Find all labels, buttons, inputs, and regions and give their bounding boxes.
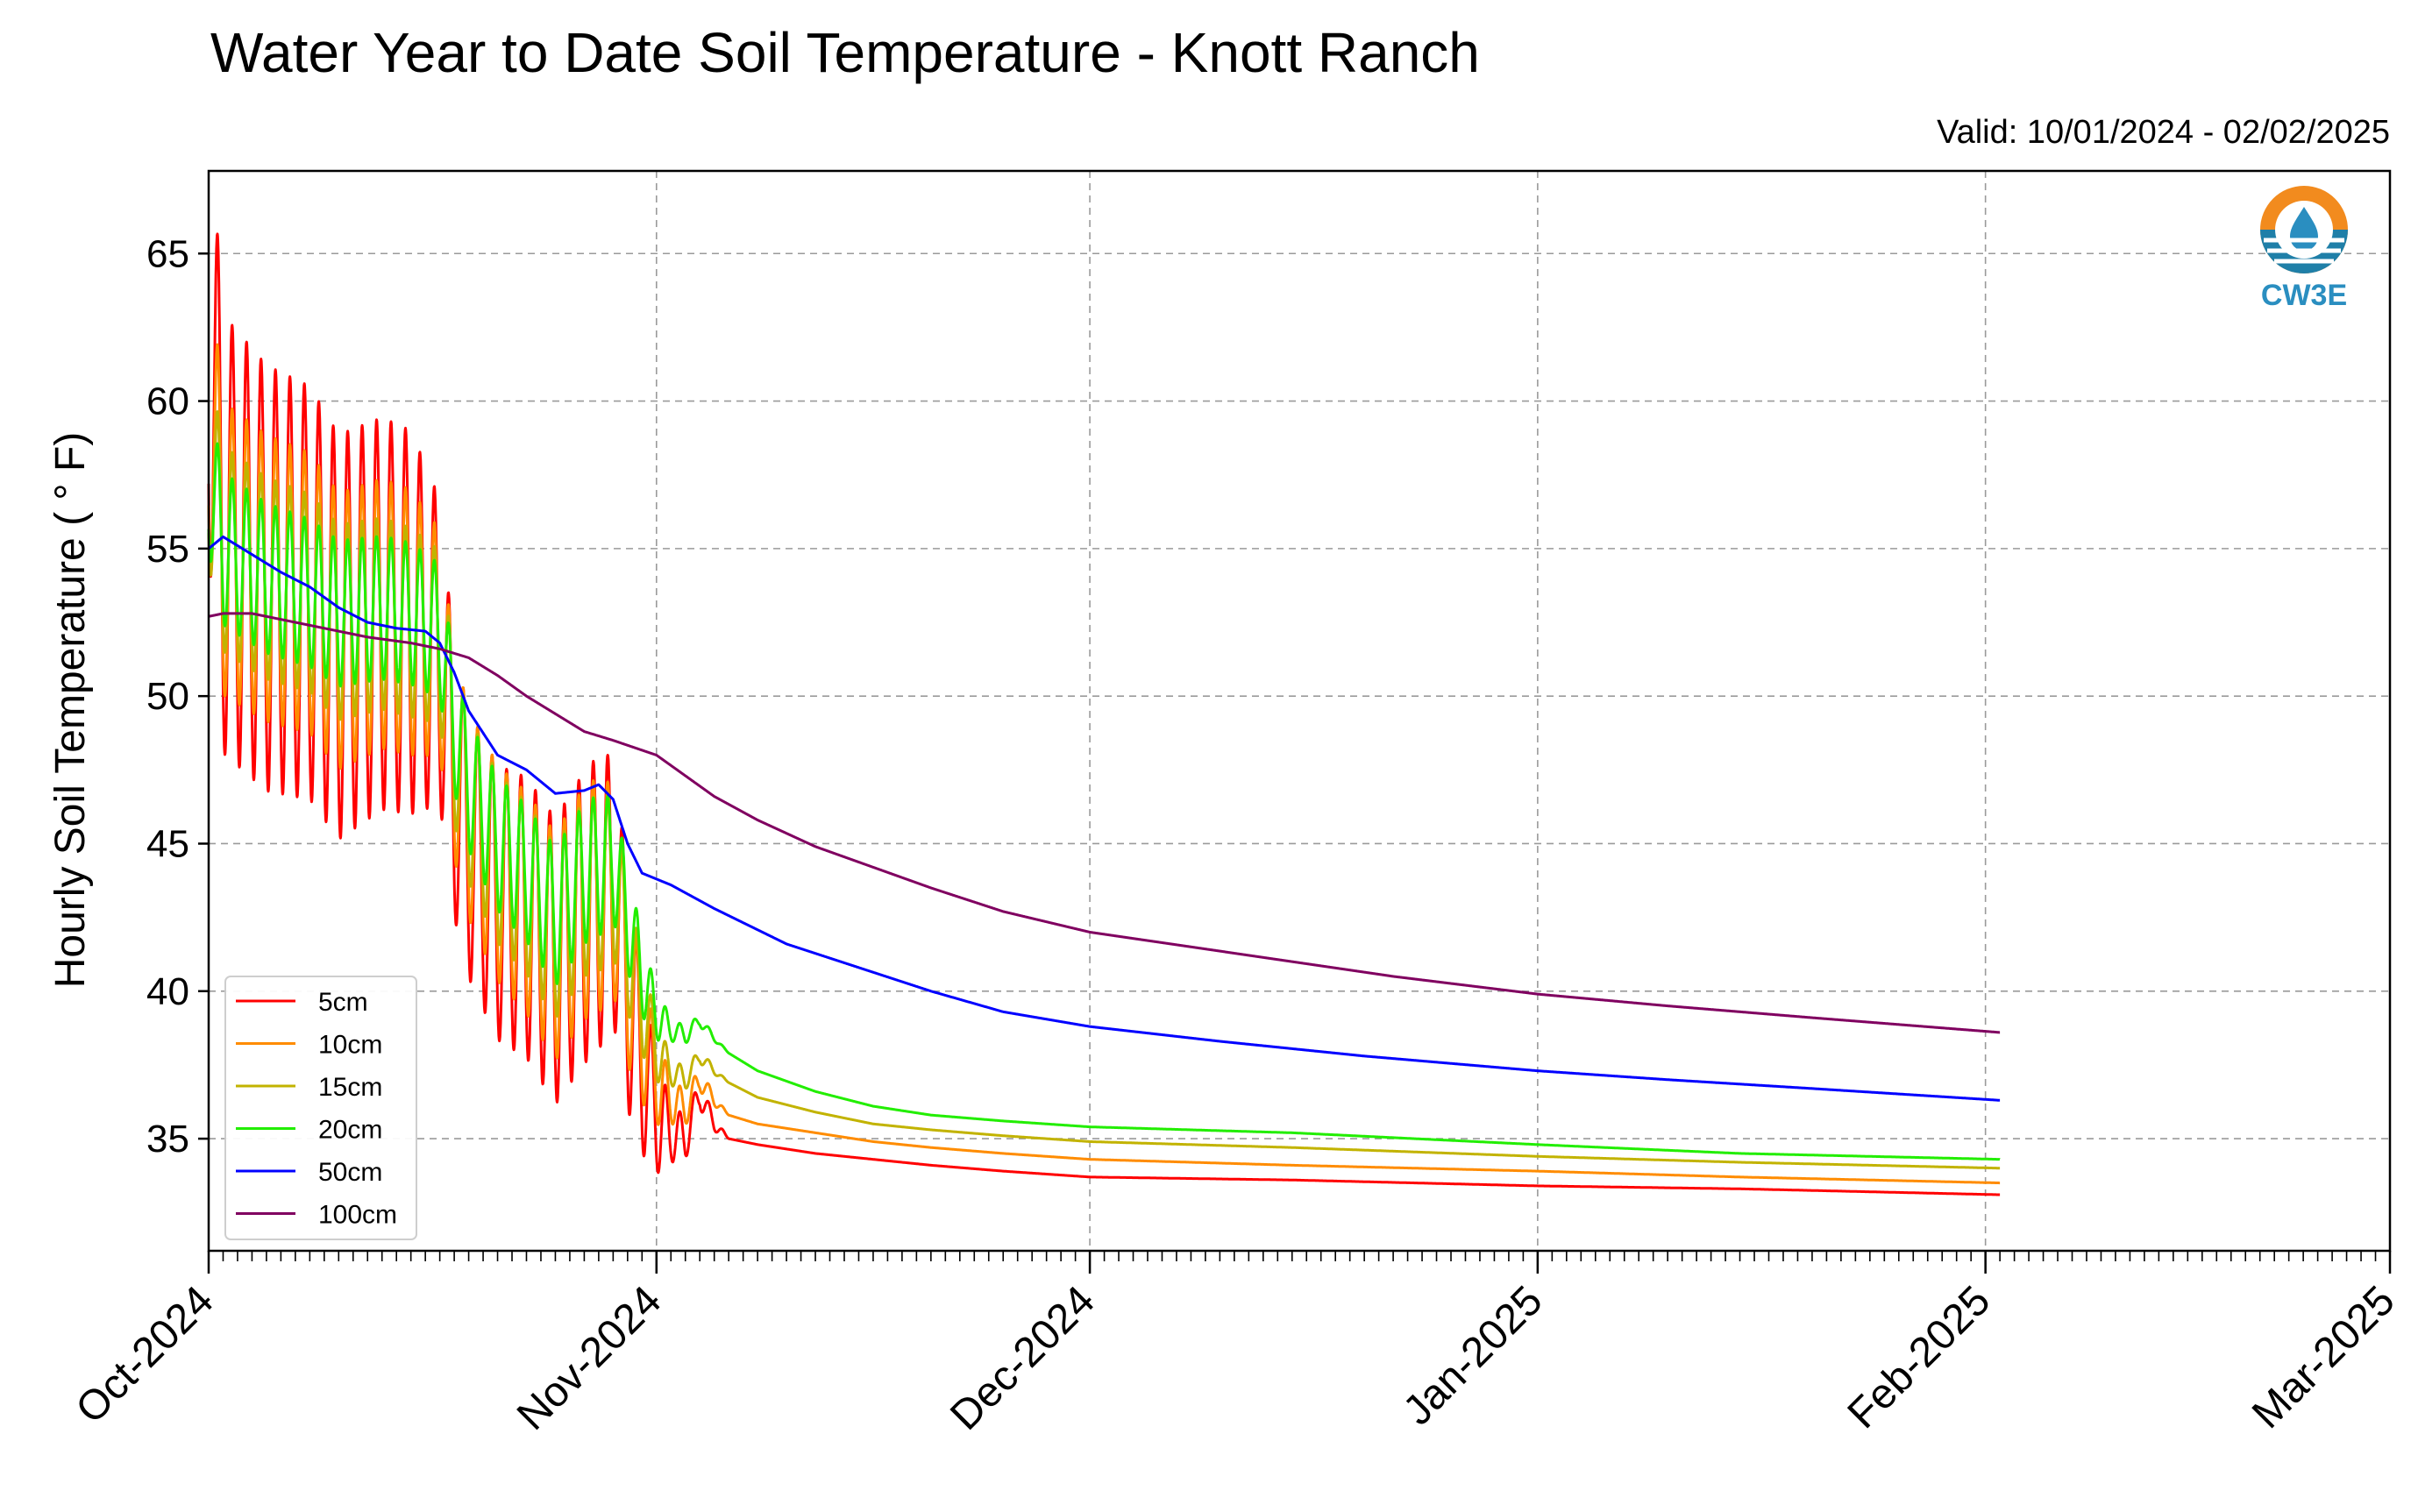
- cw3e-logo: CW3E: [2260, 186, 2348, 312]
- y-tick-label: 50: [146, 675, 189, 718]
- legend-label: 5cm: [318, 988, 368, 1017]
- series-line-10cm: [207, 343, 2002, 1185]
- y-tick-label: 35: [146, 1118, 189, 1161]
- series-line-20cm: [207, 442, 2002, 1161]
- legend-label: 20cm: [318, 1116, 382, 1145]
- y-axis-label: Hourly Soil Temperature ( ° F): [47, 432, 94, 989]
- series-line-50cm: [207, 535, 2002, 1102]
- y-tick-label: 40: [146, 970, 189, 1013]
- series-layer: [207, 232, 2002, 1196]
- legend-label: 15cm: [318, 1073, 382, 1102]
- logo-wave-lines: [2264, 238, 2344, 264]
- y-tick-label: 65: [146, 232, 189, 275]
- y-tick-label: 60: [146, 380, 189, 423]
- y-tick-label: 45: [146, 822, 189, 865]
- logo-text: CW3E: [2261, 279, 2347, 312]
- legend-label: 10cm: [318, 1031, 382, 1060]
- series-line-100cm: [207, 612, 2002, 1034]
- chart-title: Water Year to Date Soil Temperature - Kn…: [210, 21, 1480, 84]
- valid-date-range: Valid: 10/01/2024 - 02/02/2025: [1937, 114, 2390, 151]
- legend: 5cm 10cm 15cm 20cm 50cm 100cm: [224, 976, 417, 1240]
- plot-frame: [207, 169, 2392, 1253]
- legend-label: 100cm: [318, 1201, 397, 1230]
- legend-label: 50cm: [318, 1158, 382, 1187]
- y-tick-label: 55: [146, 528, 189, 571]
